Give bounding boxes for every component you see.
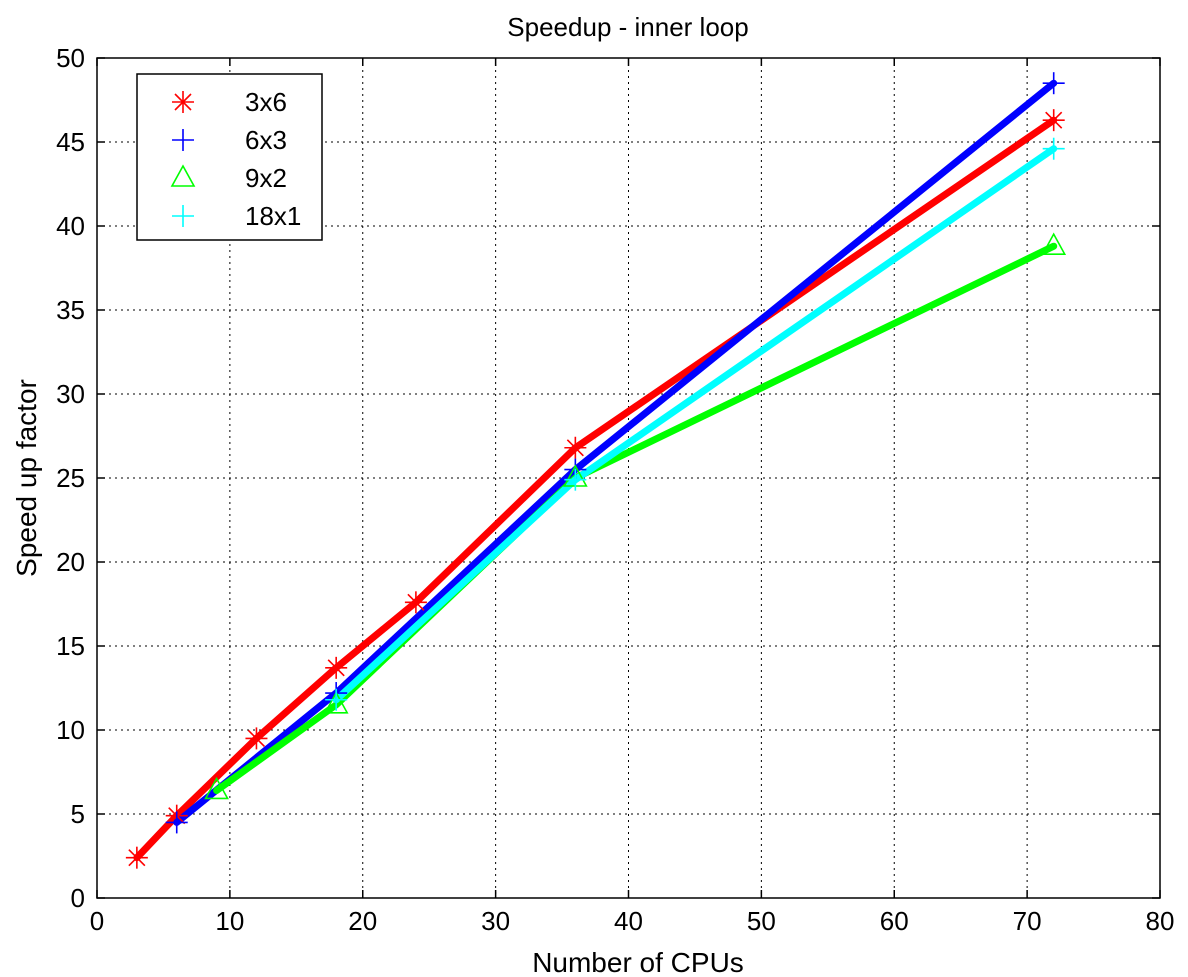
y-tick-label: 0 [71, 883, 85, 913]
data-point-3x6 [325, 656, 348, 679]
series-markers [125, 72, 1067, 869]
x-tick-label: 80 [1146, 906, 1175, 936]
legend-label-18x1: 18x1 [245, 201, 301, 231]
y-axis-label: Speed up factor [11, 379, 42, 577]
y-tick-label: 35 [56, 295, 85, 325]
legend: 3x6 6x3 9x2 18x1 [136, 73, 323, 241]
data-point-3x6 [245, 727, 268, 750]
data-point-6x3 [165, 811, 188, 834]
axis-ticks: 0 10 20 30 40 50 60 70 80 0 5 10 15 20 25 30 35 40 45 50 [56, 43, 1174, 936]
chart-title: Speedup - inner loop [507, 12, 748, 42]
legend-label-9x2: 9x2 [245, 163, 287, 193]
x-tick-label: 50 [747, 906, 776, 936]
data-point-3x6 [125, 846, 148, 869]
x-tick-label: 20 [348, 906, 377, 936]
data-point-3x6 [564, 436, 587, 459]
data-point-9x2 [204, 776, 229, 800]
legend-label-3x6: 3x6 [245, 87, 287, 117]
data-point-9x2 [323, 691, 349, 714]
y-tick-label: 15 [56, 631, 85, 661]
x-tick-label: 60 [880, 906, 909, 936]
x-tick-label: 70 [1013, 906, 1042, 936]
legend-marker-18x1 [172, 205, 194, 227]
x-tick-label: 40 [614, 906, 643, 936]
x-tick-label: 10 [215, 906, 244, 936]
data-point-3x6 [404, 591, 427, 614]
data-point-18x1 [325, 688, 348, 711]
legend-marker-3x6 [172, 91, 194, 113]
y-tick-label: 45 [56, 127, 85, 157]
x-tick-label: 30 [481, 906, 510, 936]
data-point-9x2 [1041, 232, 1067, 255]
legend-label-6x3: 6x3 [245, 125, 287, 155]
x-tick-label: 0 [90, 906, 104, 936]
y-tick-label: 30 [56, 379, 85, 409]
y-tick-label: 5 [71, 799, 85, 829]
y-tick-label: 25 [56, 463, 85, 493]
data-point-6x3 [1042, 72, 1065, 95]
data-point-3x6 [1042, 109, 1065, 132]
y-tick-label: 50 [56, 43, 85, 73]
x-axis-label: Number of CPUs [532, 947, 744, 977]
y-tick-label: 20 [56, 547, 85, 577]
data-point-18x1 [564, 468, 587, 491]
legend-marker-9x2 [170, 164, 196, 187]
legend-box [136, 73, 323, 241]
y-tick-label: 40 [56, 211, 85, 241]
y-tick-label: 10 [56, 715, 85, 745]
legend-marker-6x3 [172, 129, 194, 151]
data-point-18x1 [1042, 137, 1065, 160]
